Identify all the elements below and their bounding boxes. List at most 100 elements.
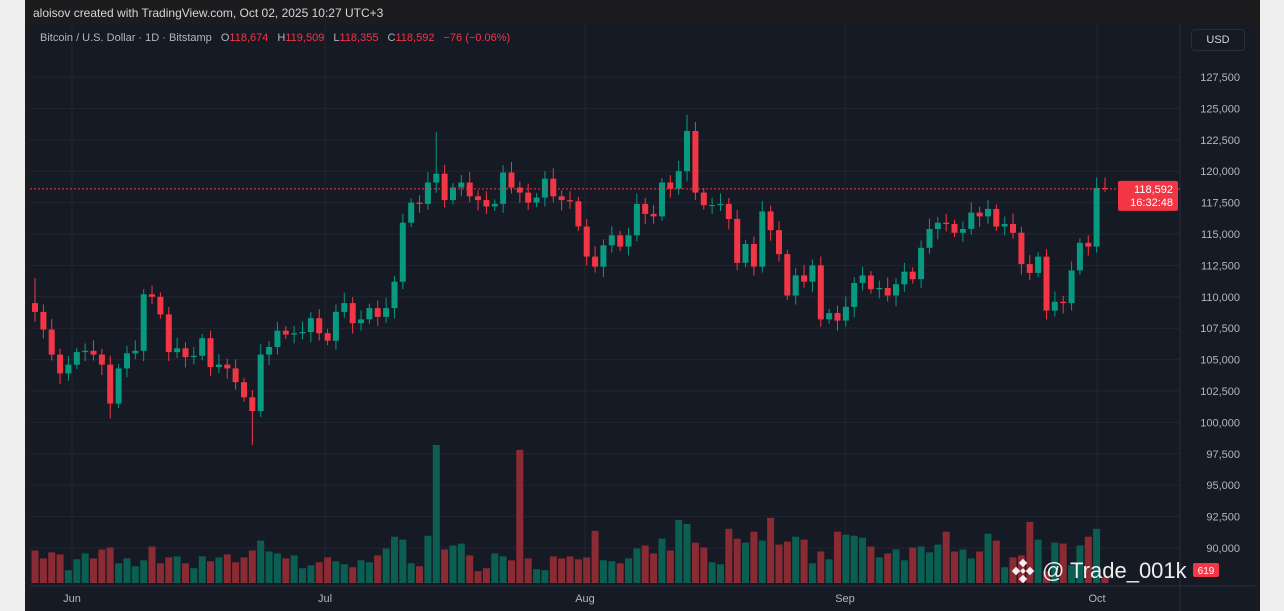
volume-bar xyxy=(81,553,89,583)
candle-body xyxy=(817,265,824,320)
volume-bar xyxy=(441,549,449,583)
candle-body xyxy=(215,364,222,368)
candle-body xyxy=(767,211,774,231)
candle-body xyxy=(174,348,181,353)
volume-bar xyxy=(926,552,933,583)
volume-bar xyxy=(976,551,984,583)
close-label: C xyxy=(387,32,396,44)
volume-bar xyxy=(967,558,975,583)
volume-bar xyxy=(909,547,917,583)
candle-body xyxy=(358,319,364,324)
volume-bar xyxy=(115,563,123,583)
volume-bar xyxy=(399,539,407,583)
candle-body xyxy=(483,200,490,207)
candle-body xyxy=(909,271,916,280)
currency-button[interactable]: USD xyxy=(1191,29,1245,51)
volume-bar xyxy=(307,565,315,583)
volume-bar xyxy=(725,528,733,583)
volume-bar xyxy=(691,542,699,583)
volume-bar xyxy=(424,535,432,583)
x-tick-label: Oct xyxy=(1088,593,1105,605)
price-tag-box xyxy=(1118,180,1178,211)
candle-body xyxy=(1001,224,1008,227)
volume-bar xyxy=(1026,521,1034,583)
low-value: 118,355 xyxy=(339,32,379,44)
candle-body xyxy=(224,364,231,369)
candle-body xyxy=(383,308,390,317)
volume-bar xyxy=(1076,545,1084,583)
volume-bar xyxy=(951,551,958,583)
volume-bar xyxy=(1017,555,1025,583)
candle-body xyxy=(115,368,122,404)
candle-body xyxy=(165,314,172,353)
candle-body xyxy=(558,196,565,201)
volume-bar xyxy=(416,566,423,583)
candle-body xyxy=(842,306,849,321)
volume-bar xyxy=(156,563,164,583)
volume-bar xyxy=(992,540,1000,583)
candle-body xyxy=(792,275,799,296)
volume-bar xyxy=(365,562,373,583)
volume-bar xyxy=(524,558,532,583)
volume-bar xyxy=(332,561,340,583)
volume-bar xyxy=(56,554,64,583)
chart-area[interactable]: 127,500 125,000 122,500 120,000 117,500 115,0… xyxy=(30,25,1255,611)
y-tick-label: 125,000 xyxy=(1200,103,1240,115)
volume-bar xyxy=(457,543,465,583)
volume-bar xyxy=(867,546,875,583)
candle-body xyxy=(742,244,749,263)
volume-bar xyxy=(808,563,816,583)
watermark-text: @ Trade_001k xyxy=(1042,558,1187,583)
volume-bar xyxy=(783,541,791,583)
candle-body xyxy=(1093,187,1100,247)
y-tick-label: 127,500 xyxy=(1200,72,1240,84)
candle-body xyxy=(65,364,72,374)
candle-body xyxy=(876,288,883,290)
candle-body xyxy=(241,382,247,398)
volume-bar xyxy=(474,571,482,583)
candle-body xyxy=(1043,256,1050,311)
volume-bar xyxy=(223,554,231,583)
candle-body xyxy=(307,318,314,332)
volume-bar xyxy=(900,560,908,583)
candle-body xyxy=(366,308,373,320)
volume-bar xyxy=(633,548,641,583)
candle-body xyxy=(441,173,448,201)
candle-body xyxy=(274,330,281,347)
high-label: H xyxy=(277,32,286,44)
candle-body xyxy=(190,355,197,358)
candle-body xyxy=(667,182,674,189)
volume-bar xyxy=(717,564,724,583)
candle-body xyxy=(541,178,548,198)
volume-bar xyxy=(240,557,248,583)
candle-body xyxy=(901,271,908,285)
y-tick-label: 90,000 xyxy=(1206,543,1240,555)
candle-body xyxy=(282,330,289,335)
candle-body xyxy=(525,192,532,203)
volume-bar xyxy=(299,568,306,583)
volume-bar xyxy=(1001,567,1009,583)
price-tag-countdown: 16:32:48 xyxy=(1130,197,1173,209)
candle-body xyxy=(1060,301,1067,304)
volume-bar xyxy=(64,570,72,583)
volume-bar xyxy=(666,550,674,583)
y-tick-label: 102,500 xyxy=(1200,386,1240,398)
candle-body xyxy=(1018,232,1025,265)
candle-body xyxy=(968,212,975,229)
volume-tag-box xyxy=(1193,563,1219,577)
candle-body xyxy=(458,182,465,188)
volume-bar xyxy=(516,449,524,583)
candle-body xyxy=(993,208,1000,227)
candlestick-chart[interactable]: 127,500 125,000 122,500 120,000 117,500 115,0… xyxy=(30,25,1255,611)
volume-bar xyxy=(232,562,240,583)
volume-bar xyxy=(1051,542,1059,583)
volume-bar xyxy=(466,555,474,583)
candle-body xyxy=(918,247,925,280)
candle-body xyxy=(684,131,690,172)
volume-bar xyxy=(733,538,741,583)
y-tick-label: 95,000 xyxy=(1206,480,1240,492)
volume-bar xyxy=(508,560,515,583)
candle-body xyxy=(516,187,523,193)
volume-bar xyxy=(382,548,390,583)
candle-body xyxy=(550,178,557,197)
